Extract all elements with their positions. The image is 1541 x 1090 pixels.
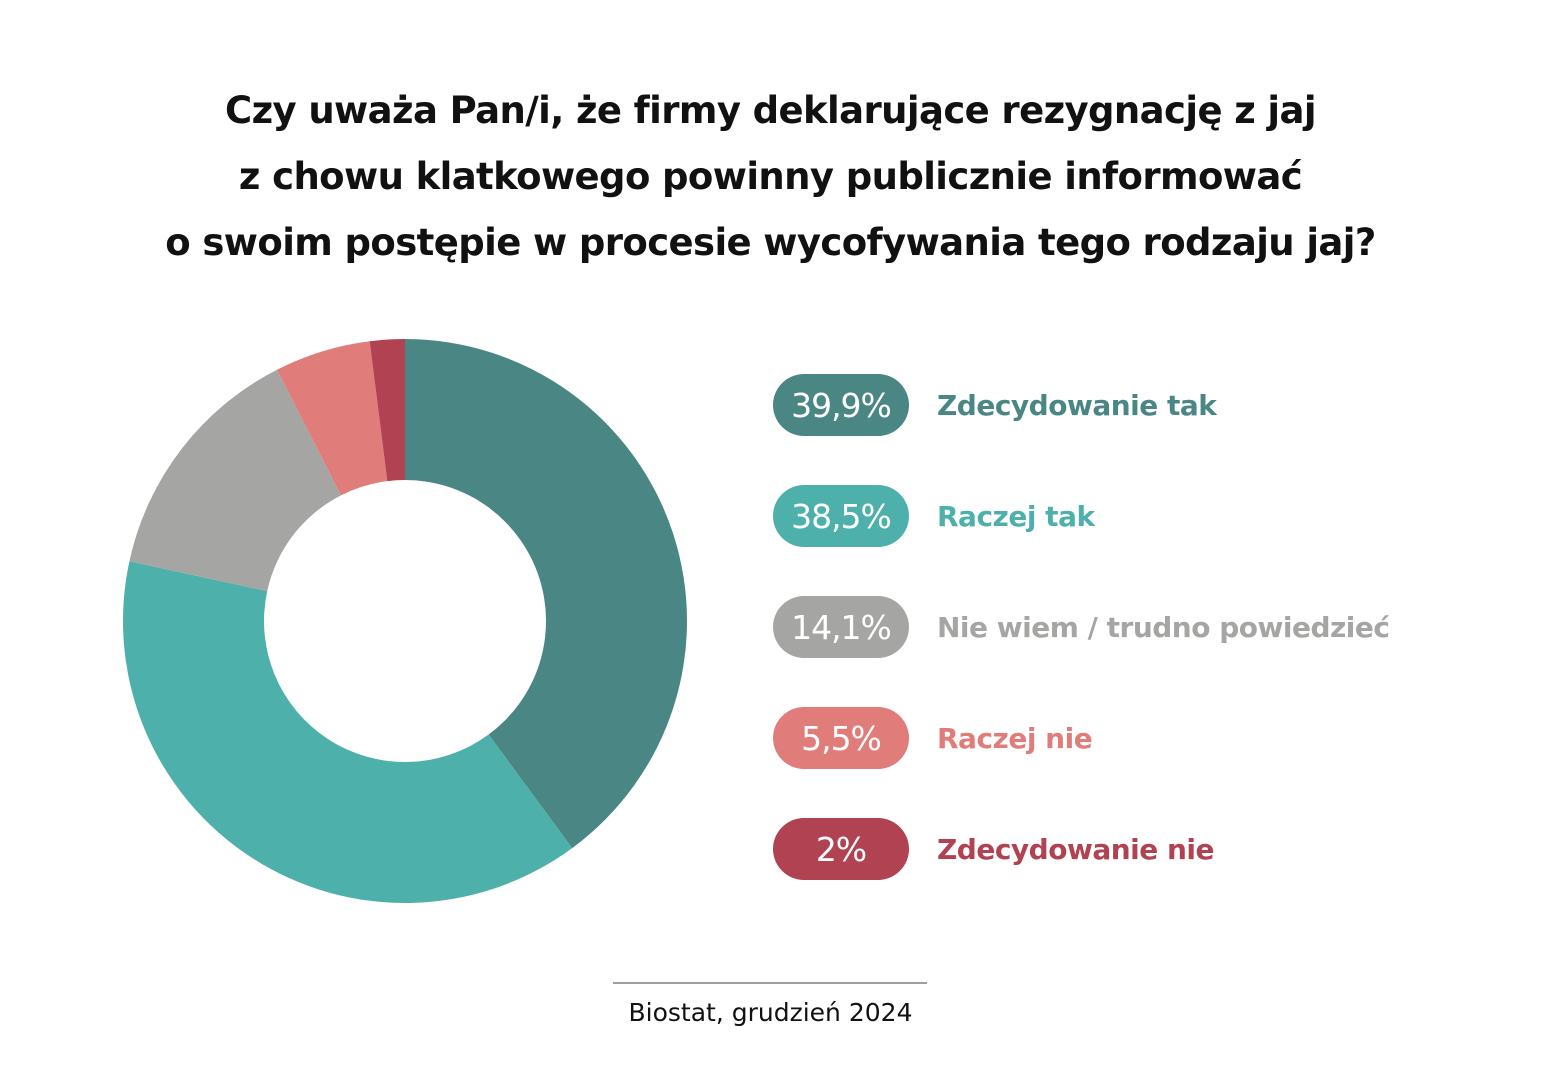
source-note: Biostat, grudzień 2024 [628,998,913,1027]
value-pill: 5,5% [773,707,909,769]
legend-item-nie-wiem: 14,1% Nie wiem / trudno powiedzieć [773,596,1390,658]
title-line-3: o swoim postępie w procesie wycofywania … [165,221,1376,264]
legend-label: Raczej nie [937,721,1093,755]
donut-slice-2 [123,561,573,903]
donut-chart [123,339,687,903]
donut-slice-5 [369,339,405,482]
donut-slice-3 [129,369,341,592]
legend: 39,9% Zdecydowanie tak 38,5% Raczej tak … [773,374,1390,929]
value-pill: 38,5% [773,485,909,547]
chart-title: Czy uważa Pan/i, że firmy deklarujące re… [0,78,1541,276]
legend-label: Zdecydowanie nie [937,832,1215,866]
value-pill: 14,1% [773,596,909,658]
title-line-1: Czy uważa Pan/i, że firmy deklarujące re… [225,89,1317,132]
legend-label: Nie wiem / trudno powiedzieć [937,610,1390,644]
source-divider [613,982,927,984]
legend-label: Zdecydowanie tak [937,388,1217,422]
legend-item-raczej-tak: 38,5% Raczej tak [773,485,1389,547]
donut-slice-4 [276,341,388,496]
title-line-2: z chowu klatkowego powinny publicznie in… [238,155,1303,198]
donut-slice-1 [405,339,687,849]
legend-item-raczej-nie: 5,5% Raczej nie [773,707,1389,769]
legend-item-zdecydowanie-nie: 2% Zdecydowanie nie [773,818,1389,880]
legend-label: Raczej tak [937,499,1095,533]
value-pill: 2% [773,818,909,880]
legend-item-zdecydowanie-tak: 39,9% Zdecydowanie tak [773,374,1389,436]
value-pill: 39,9% [773,374,909,436]
